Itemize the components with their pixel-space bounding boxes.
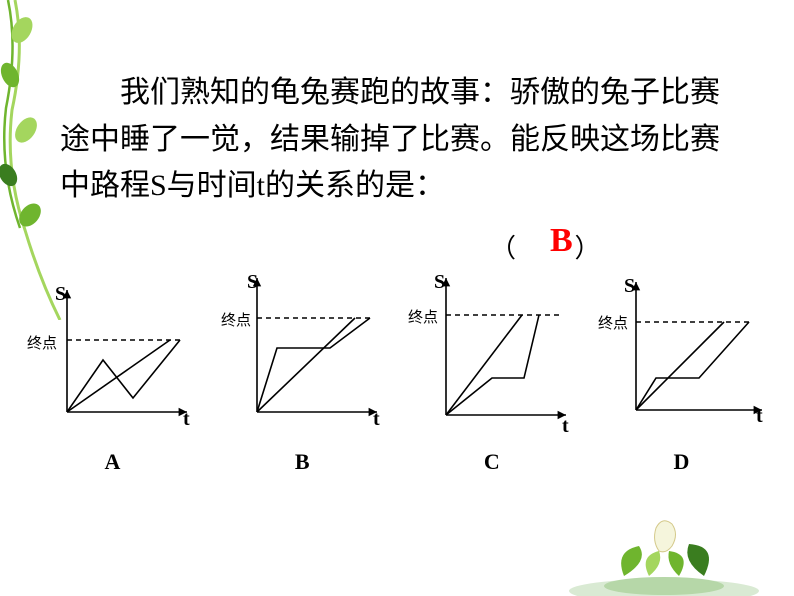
- svg-text:S: S: [434, 271, 445, 293]
- chart-a: St 终点 A: [20, 270, 205, 475]
- svg-text:终点: 终点: [408, 309, 438, 326]
- chart-c: St 终点 C: [399, 270, 584, 475]
- question-text: 我们熟知的龟兔赛跑的故事：骄傲的兔子比赛途中睡了一觉，结果输掉了比赛。能反映这场…: [60, 70, 744, 210]
- answer-letter: B: [550, 222, 573, 260]
- svg-text:S: S: [624, 275, 635, 297]
- chart-label-c: C: [484, 449, 500, 475]
- chart-svg-b: St 终点: [215, 270, 390, 445]
- chart-d: St 终点 D: [589, 270, 774, 475]
- chart-b: St 终点 B: [210, 270, 395, 475]
- chart-svg-a: St 终点: [25, 270, 200, 445]
- chart-label-a: A: [105, 449, 121, 475]
- svg-text:t: t: [373, 408, 380, 430]
- answer-parentheses: （ ）: [490, 228, 601, 265]
- decoration-plant: [564, 496, 764, 596]
- svg-text:终点: 终点: [221, 312, 251, 329]
- svg-text:t: t: [756, 405, 763, 427]
- svg-text:S: S: [247, 271, 258, 293]
- svg-text:终点: 终点: [27, 335, 57, 352]
- chart-label-b: B: [295, 449, 310, 475]
- charts-container: St 终点 A St 终点 B St 终点 C St 终点 D: [20, 270, 774, 475]
- svg-text:终点: 终点: [598, 315, 628, 332]
- chart-svg-d: St 终点: [594, 270, 769, 445]
- chart-svg-c: St 终点: [404, 270, 579, 445]
- svg-text:t: t: [562, 415, 569, 437]
- svg-text:S: S: [55, 283, 66, 305]
- chart-label-d: D: [674, 449, 690, 475]
- svg-text:t: t: [183, 408, 190, 430]
